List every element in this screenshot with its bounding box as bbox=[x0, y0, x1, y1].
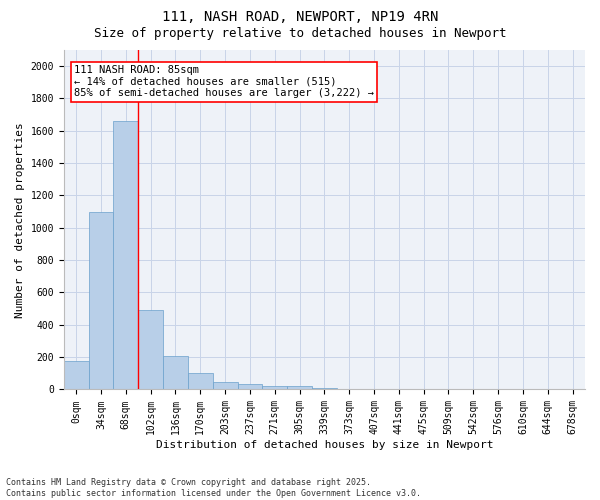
Bar bbox=[312, 388, 337, 390]
Bar bbox=[238, 384, 262, 390]
Bar bbox=[138, 310, 163, 390]
Bar bbox=[212, 382, 238, 390]
Y-axis label: Number of detached properties: Number of detached properties bbox=[15, 122, 25, 318]
Bar bbox=[188, 374, 212, 390]
Bar bbox=[287, 386, 312, 390]
Text: 111 NASH ROAD: 85sqm
← 14% of detached houses are smaller (515)
85% of semi-deta: 111 NASH ROAD: 85sqm ← 14% of detached h… bbox=[74, 66, 374, 98]
Bar bbox=[113, 121, 138, 390]
Bar bbox=[262, 386, 287, 390]
Bar bbox=[64, 361, 89, 390]
Text: Size of property relative to detached houses in Newport: Size of property relative to detached ho… bbox=[94, 28, 506, 40]
X-axis label: Distribution of detached houses by size in Newport: Distribution of detached houses by size … bbox=[155, 440, 493, 450]
Bar bbox=[163, 356, 188, 390]
Bar bbox=[89, 212, 113, 390]
Text: Contains HM Land Registry data © Crown copyright and database right 2025.
Contai: Contains HM Land Registry data © Crown c… bbox=[6, 478, 421, 498]
Text: 111, NASH ROAD, NEWPORT, NP19 4RN: 111, NASH ROAD, NEWPORT, NP19 4RN bbox=[162, 10, 438, 24]
